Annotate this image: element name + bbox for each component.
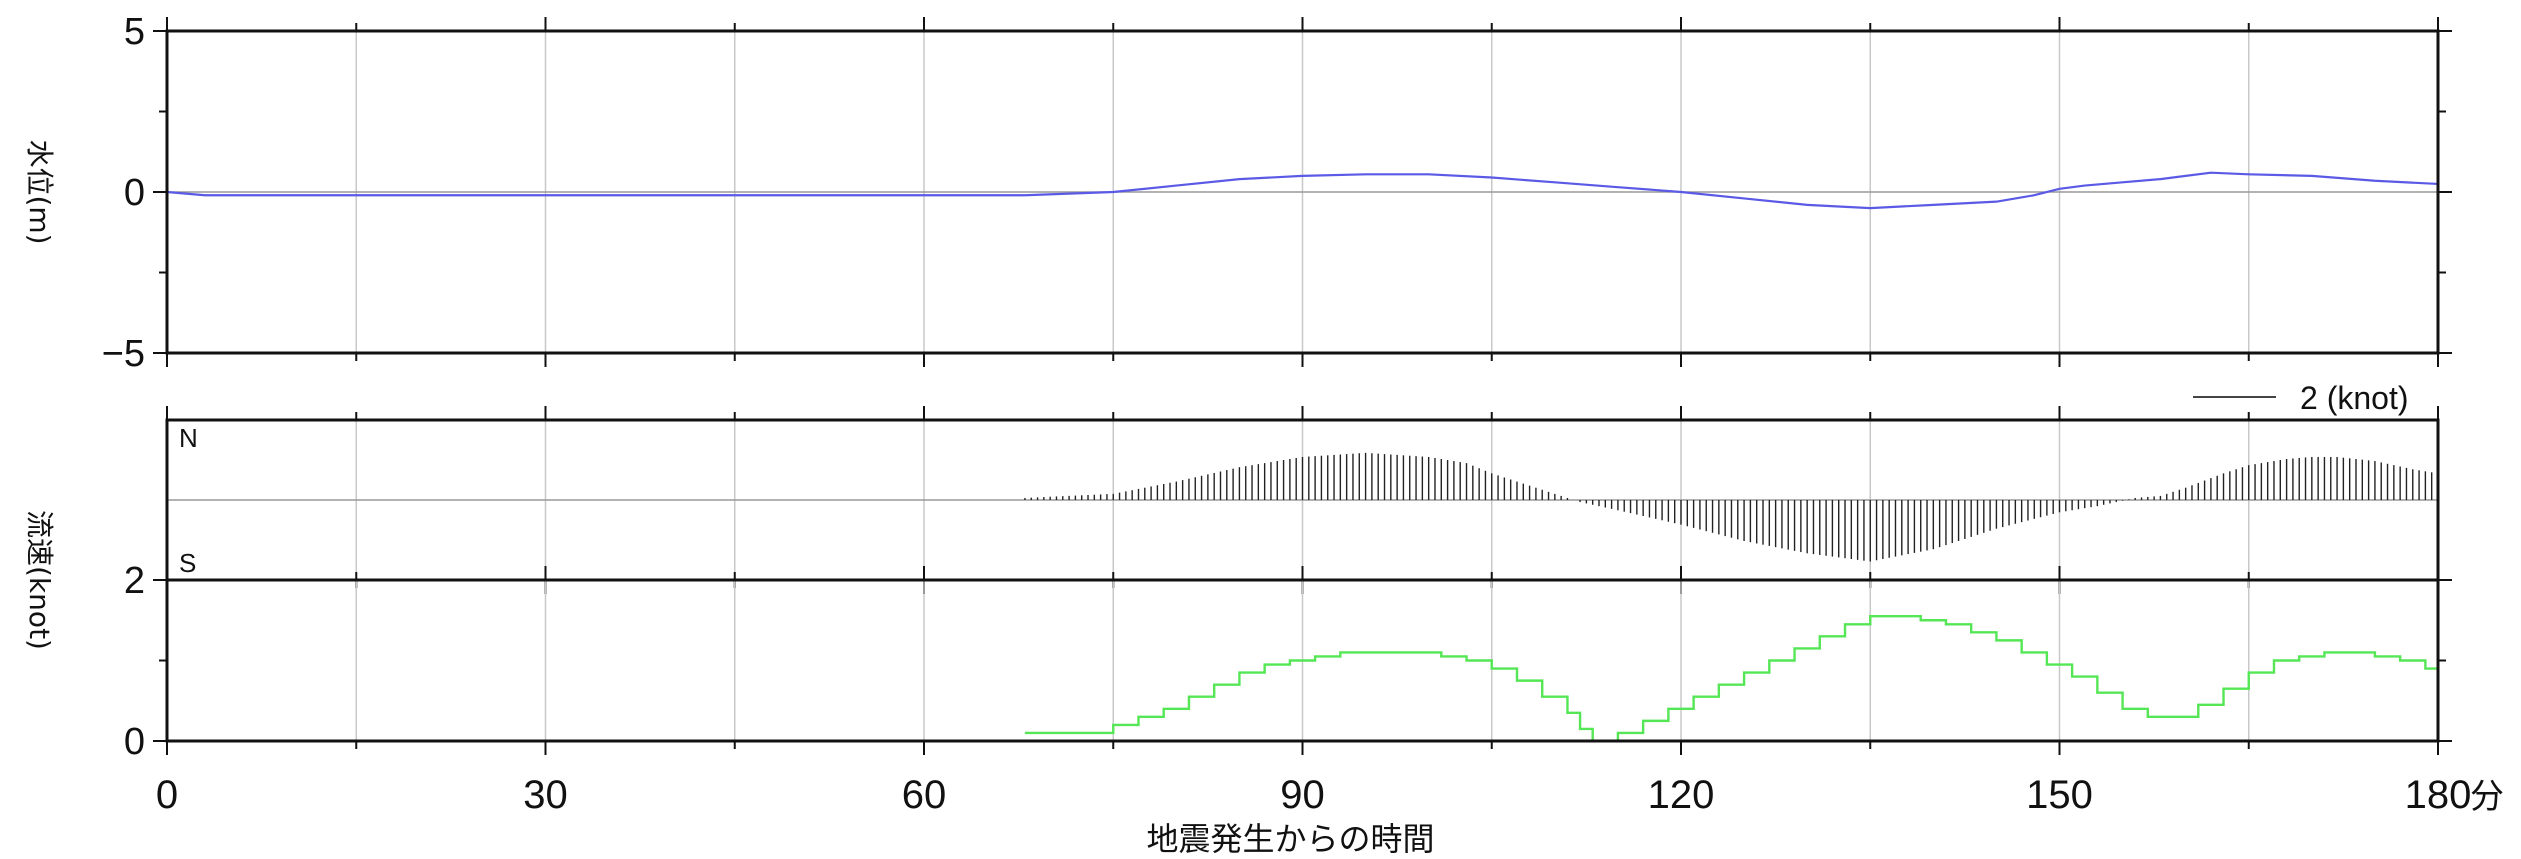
x-axis-tick-label: 90 [1280,773,1325,817]
x-axis-tick-label: 60 [902,773,947,817]
south-label: S [179,548,196,578]
x-axis-unit: 分 [2470,777,2504,817]
x-axis-tick-labels: 0 30 60 90 120 150 180 [156,773,2472,817]
current-speed-panel: 20 [124,560,2452,763]
x-axis-tick-label: 150 [2026,773,2093,817]
vector-scale-legend-label: 2 (knot) [2300,380,2408,416]
current-speed-ticks [153,566,2452,755]
x-axis: 0 30 60 90 120 150 180 分 地震発生からの時間 [156,773,2504,858]
current-speed-y-tick-label: 0 [124,721,145,763]
x-axis-tick-label: 30 [523,773,568,817]
water-level-y-tick-label: 5 [124,11,145,53]
current-speed-series-line [1024,615,2440,743]
water-level-series-line [166,171,2439,210]
current-speed-y-tick-labels: 20 [124,560,145,763]
x-axis-tick-label: 0 [156,773,178,817]
current-speed-y-tick-label: 2 [124,560,145,602]
current-speed-y-axis-label: 流速(knot) [23,510,56,650]
water-level-y-tick-label: 0 [124,172,145,214]
water-level-panel: 5 0 −5 水位(m) [23,11,2452,375]
x-axis-tick-label: 180 [2405,773,2472,817]
current-vector-panel: N S 2 (knot) 流速(knot) [23,380,2440,650]
water-level-y-tick-label: −5 [102,333,145,375]
water-level-ticks [153,17,2452,367]
current-speed-grid [355,580,2250,741]
x-axis-label: 地震発生からの時間 [1146,820,1434,858]
current-vector-sticks [1024,452,2439,562]
x-axis-tick-label: 120 [1648,773,1715,817]
water-level-y-tick-labels: 5 0 −5 [102,11,145,375]
north-label: N [179,423,198,453]
water-level-y-axis-label: 水位(m) [23,139,56,244]
